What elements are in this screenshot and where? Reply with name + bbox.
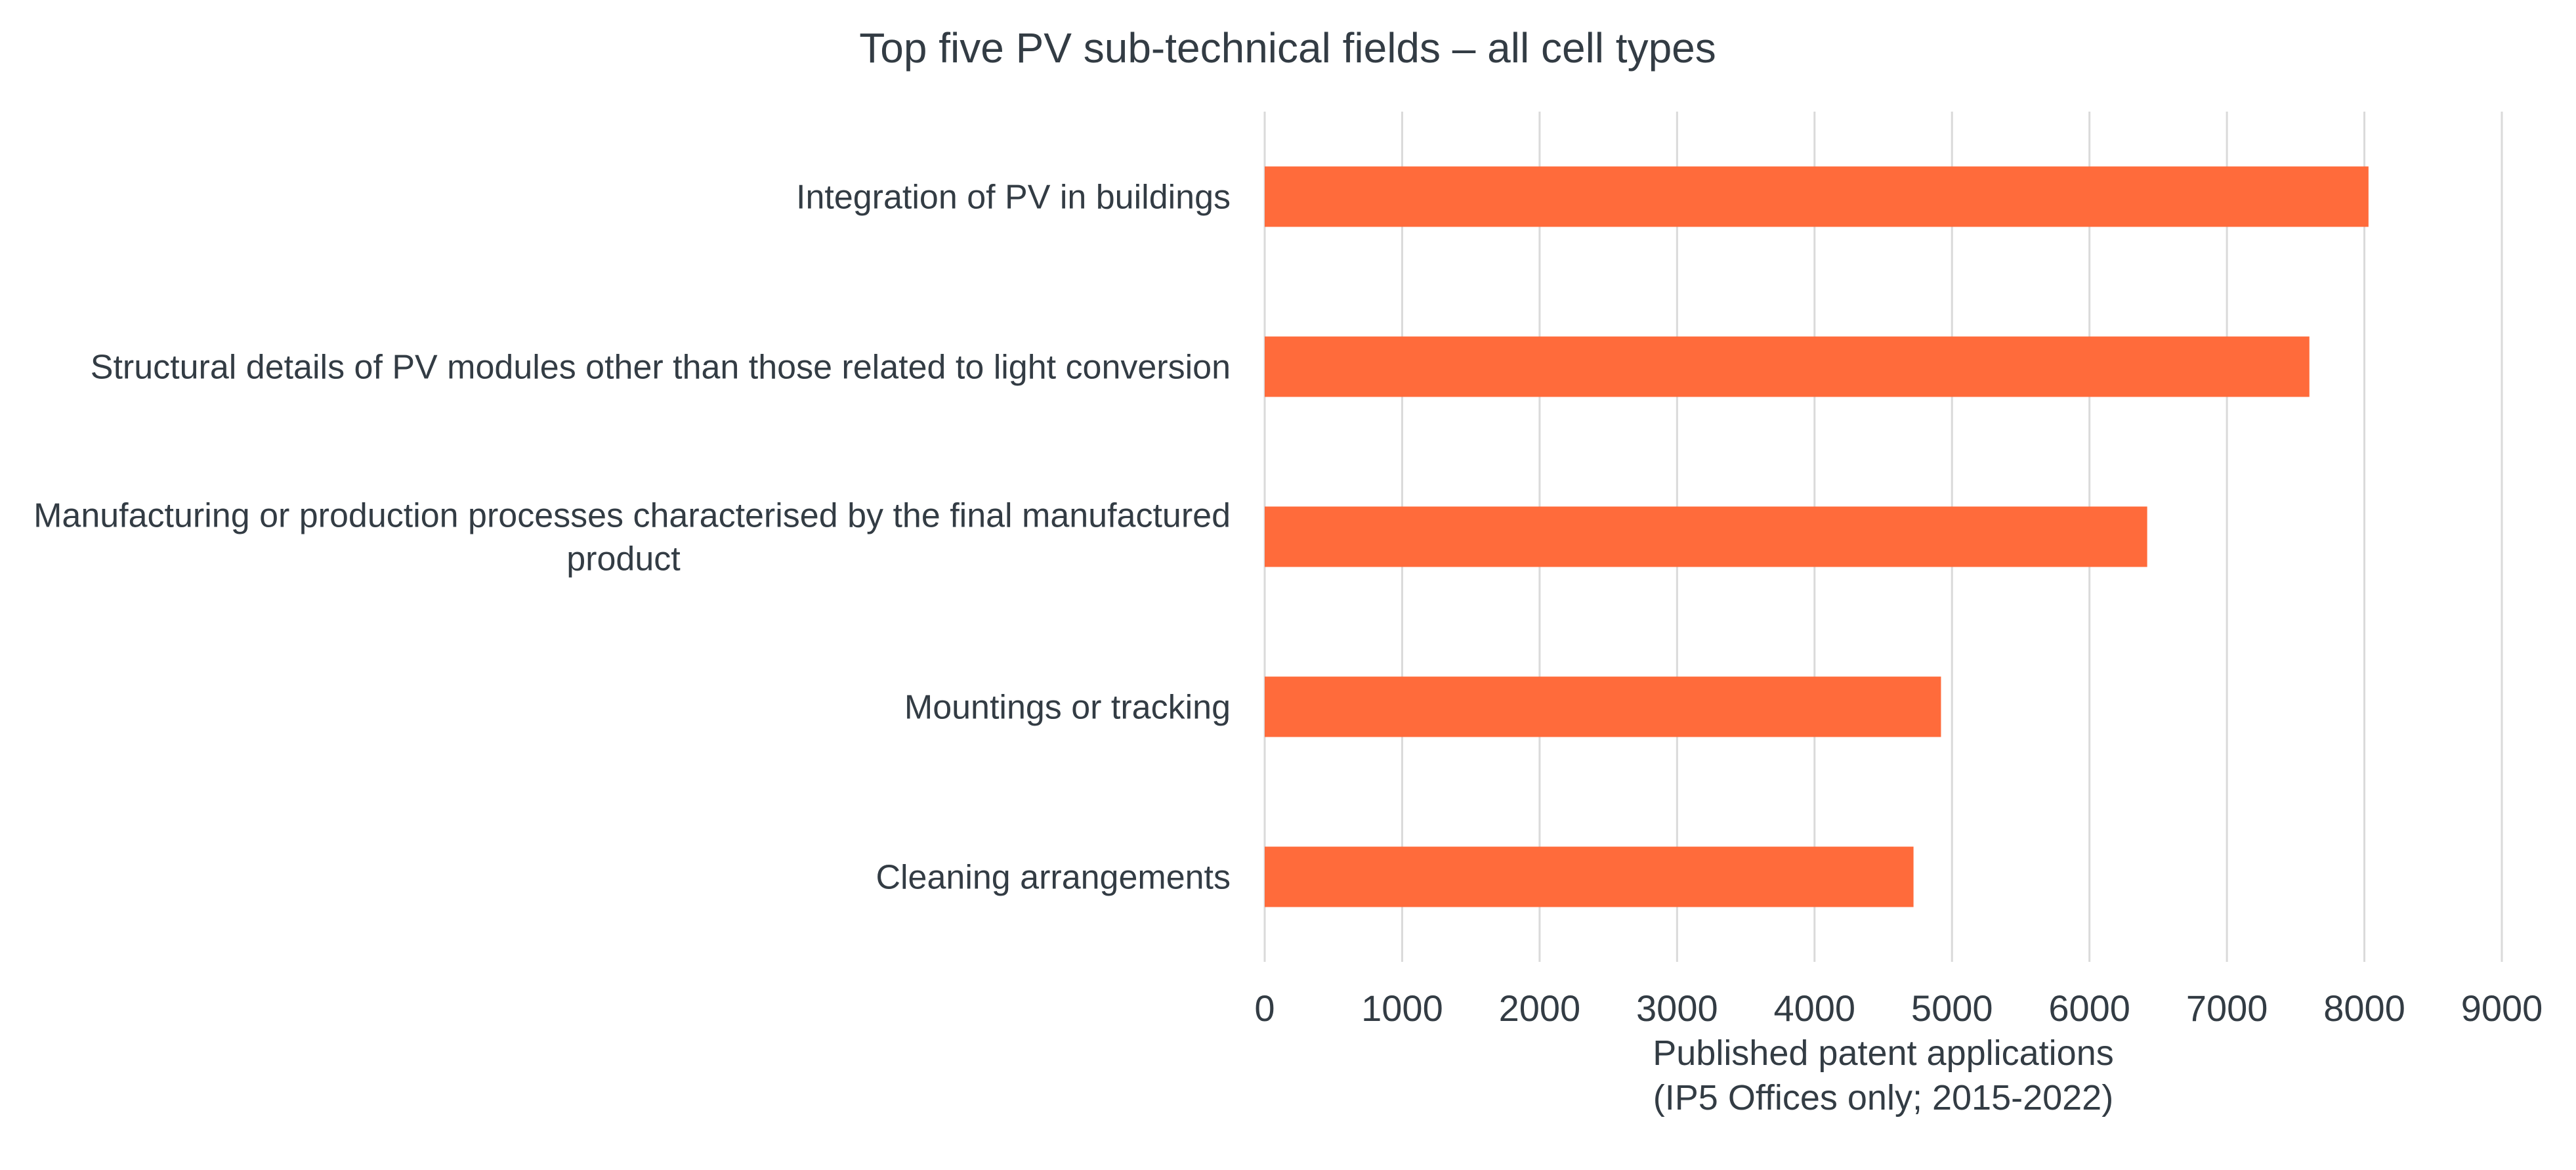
x-tick-label-0: 0 xyxy=(1254,987,1275,1029)
x-tick-label-6000: 6000 xyxy=(2048,987,2130,1029)
x-tick-label-5000: 5000 xyxy=(1911,987,1993,1029)
bar-3 xyxy=(1265,506,2147,567)
category-labels: Integration of PV in buildings Structural… xyxy=(33,179,1231,897)
x-axis-title: Published patent applications (IP5 Office… xyxy=(1653,1033,2114,1117)
bar-1 xyxy=(1265,166,2369,227)
category-label-2: Structural details of PV modules other t… xyxy=(91,349,1231,387)
x-tick-label-9000: 9000 xyxy=(2461,987,2543,1029)
category-label-4: Mountings or tracking xyxy=(904,689,1231,727)
category-label-1: Integration of PV in buildings xyxy=(796,179,1231,217)
x-tick-labels: 0 1000 2000 3000 4000 5000 6000 7000 8000 9000 xyxy=(1254,987,2543,1029)
x-tick-label-3000: 3000 xyxy=(1636,987,1718,1029)
x-tick-label-7000: 7000 xyxy=(2186,987,2268,1029)
category-label-3: Manufacturing or production processes ch… xyxy=(33,497,1231,578)
bar-2 xyxy=(1265,336,2310,397)
x-tick-label-8000: 8000 xyxy=(2323,987,2405,1029)
bars xyxy=(1265,166,2369,907)
x-tick-label-1000: 1000 xyxy=(1361,987,1443,1029)
bar-4 xyxy=(1265,676,1941,737)
bar-5 xyxy=(1265,846,1914,907)
x-axis-title-line-2: (IP5 Offices only; 2015-2022) xyxy=(1653,1078,2113,1117)
x-tick-label-2000: 2000 xyxy=(1499,987,1581,1029)
x-axis-title-line-1: Published patent applications xyxy=(1653,1033,2114,1073)
category-label-5: Cleaning arrangements xyxy=(876,859,1231,897)
x-tick-label-4000: 4000 xyxy=(1773,987,1855,1029)
chart-title: Top five PV sub-technical fields – all c… xyxy=(859,24,1716,72)
